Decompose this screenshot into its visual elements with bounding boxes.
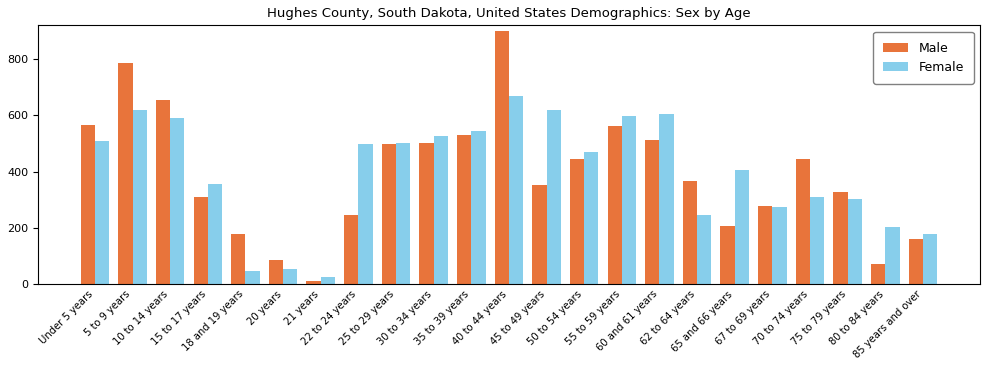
Bar bbox=[734, 170, 748, 284]
Bar bbox=[419, 143, 433, 284]
Bar bbox=[306, 281, 320, 284]
Bar bbox=[531, 185, 546, 284]
Bar bbox=[81, 125, 95, 284]
Bar bbox=[320, 276, 334, 284]
Bar bbox=[509, 96, 523, 284]
Bar bbox=[208, 184, 222, 284]
Bar bbox=[922, 234, 937, 284]
Bar bbox=[156, 100, 170, 284]
Bar bbox=[584, 152, 598, 284]
Bar bbox=[908, 239, 922, 284]
Title: Hughes County, South Dakota, United States Demographics: Sex by Age: Hughes County, South Dakota, United Stat… bbox=[267, 7, 750, 20]
Bar bbox=[645, 140, 659, 284]
Bar bbox=[795, 159, 810, 284]
Bar bbox=[344, 215, 358, 284]
Bar bbox=[870, 265, 884, 284]
Bar bbox=[95, 142, 109, 284]
Bar bbox=[358, 144, 373, 284]
Bar bbox=[231, 234, 246, 284]
Bar bbox=[382, 144, 395, 284]
Bar bbox=[569, 159, 584, 284]
Bar bbox=[884, 227, 898, 284]
Bar bbox=[621, 116, 636, 284]
Bar bbox=[847, 199, 861, 284]
Bar bbox=[283, 269, 297, 284]
Bar bbox=[682, 181, 696, 284]
Legend: Male, Female: Male, Female bbox=[873, 32, 973, 84]
Bar bbox=[810, 197, 823, 284]
Bar bbox=[246, 271, 259, 284]
Bar bbox=[470, 131, 485, 284]
Bar bbox=[433, 135, 448, 284]
Bar bbox=[193, 197, 208, 284]
Bar bbox=[832, 192, 847, 284]
Bar bbox=[607, 126, 621, 284]
Bar bbox=[118, 63, 132, 284]
Bar bbox=[170, 118, 184, 284]
Bar bbox=[757, 206, 772, 284]
Bar bbox=[457, 135, 470, 284]
Bar bbox=[546, 110, 560, 284]
Bar bbox=[720, 226, 734, 284]
Bar bbox=[494, 31, 509, 284]
Bar bbox=[696, 215, 711, 284]
Bar bbox=[395, 143, 410, 284]
Bar bbox=[772, 207, 786, 284]
Bar bbox=[268, 260, 283, 284]
Bar bbox=[659, 114, 673, 284]
Bar bbox=[132, 110, 147, 284]
